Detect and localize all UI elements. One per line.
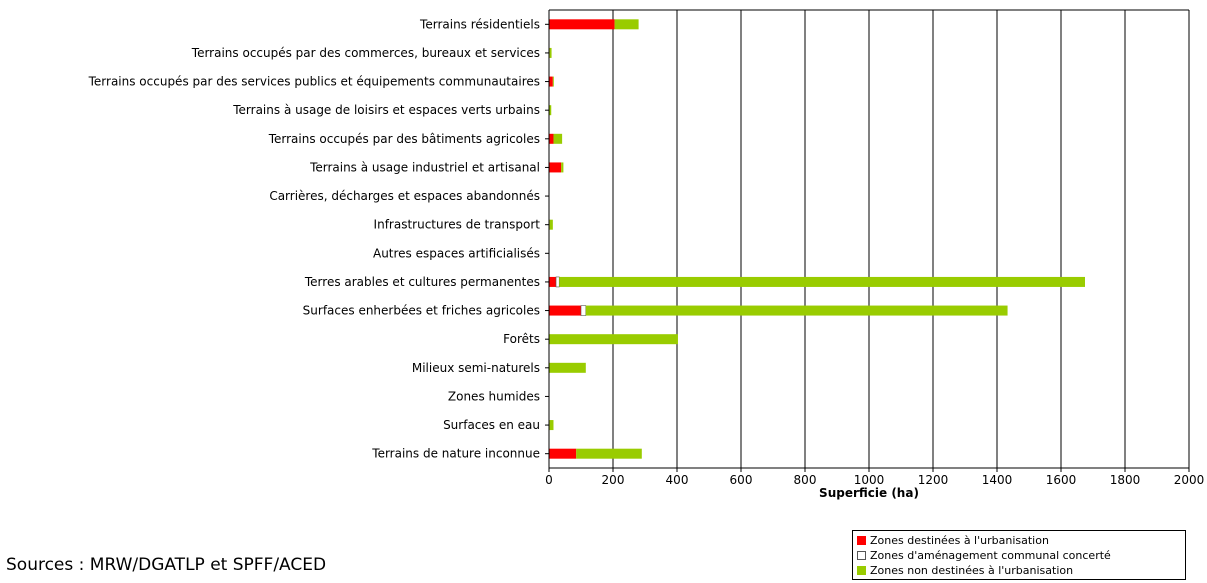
stacked-bar-chart: Terrains résidentiels Terrains occupés pa… — [88, 9, 1204, 500]
legend-swatch-non-urbanisation — [857, 566, 866, 575]
legend-swatch-urbanisation — [857, 536, 866, 545]
legend-label: Zones non destinées à l'urbanisation — [870, 564, 1074, 577]
legend-item: Zones non destinées à l'urbanisation — [857, 563, 1181, 578]
bar-segment — [576, 448, 642, 459]
category-label: Terrains résidentiels — [419, 17, 540, 31]
category-labels: Terrains résidentiels Terrains occupés pa… — [88, 17, 541, 460]
category-label: Surfaces en eau — [443, 418, 540, 432]
bar-segment — [549, 420, 554, 431]
bar-segment — [549, 105, 552, 116]
bar-segment — [549, 133, 554, 144]
bar-segment — [549, 334, 678, 345]
x-tick-label: 800 — [794, 473, 817, 487]
bar-segment — [549, 305, 581, 316]
bar-segment — [549, 448, 577, 459]
legend-item: Zones destinées à l'urbanisation — [857, 533, 1181, 548]
axes — [545, 10, 1190, 472]
category-label: Terrains à usage de loisirs et espaces v… — [232, 103, 540, 117]
x-tick-label: 1200 — [918, 473, 949, 487]
category-label: Carrières, décharges et espaces abandonn… — [269, 189, 540, 203]
bar-segment — [549, 47, 552, 58]
bar-segment — [549, 76, 553, 87]
bar-segment — [549, 219, 553, 230]
category-label: Terrains occupés par des bâtiments agric… — [268, 132, 540, 146]
x-tick-label: 1000 — [854, 473, 885, 487]
tick-labels: 0 200 400 600 800 1000 1200 1400 1600 1800 2000 — [545, 473, 1204, 487]
bar-segment — [549, 276, 557, 287]
gridlines — [549, 9, 1190, 468]
bar-segment — [561, 162, 564, 173]
category-label: Terrains occupés par des commerces, bure… — [191, 46, 540, 60]
category-label: Terrains occupés par des services public… — [88, 75, 540, 89]
category-label: Terrains à usage industriel et artisanal — [309, 160, 540, 174]
x-tick-label: 600 — [730, 473, 753, 487]
sources-note: Sources : MRW/DGATLP et SPFF/ACED — [6, 555, 327, 575]
bar-segment — [552, 76, 554, 87]
bar-segment — [555, 276, 560, 288]
category-label: Forêts — [503, 332, 540, 346]
bar-segment — [553, 133, 563, 144]
category-label: Infrastructures de transport — [374, 218, 541, 232]
bar-segment — [549, 19, 615, 30]
x-tick-label: 200 — [602, 473, 625, 487]
x-tick-label: 1600 — [1046, 473, 1077, 487]
x-tick-label: 0 — [545, 473, 553, 487]
bar-segment — [585, 305, 1008, 316]
category-label: Terres arables et cultures permanentes — [304, 275, 540, 289]
category-label: Terrains de nature inconnue — [371, 447, 540, 461]
bars — [549, 19, 1085, 459]
legend-label: Zones d'aménagement communal concerté — [870, 549, 1111, 562]
legend-swatch-amenagement — [857, 551, 866, 560]
legend-item: Zones d'aménagement communal concerté — [857, 548, 1181, 563]
bar-segment — [559, 276, 1085, 287]
x-axis-title: Superficie (ha) — [819, 486, 919, 500]
x-tick-label: 1400 — [982, 473, 1013, 487]
x-tick-label: 400 — [666, 473, 689, 487]
category-label: Surfaces enherbées et friches agricoles — [303, 304, 540, 318]
bar-segment — [580, 305, 587, 316]
x-tick-label: 2000 — [1174, 473, 1205, 487]
bar-segment — [549, 162, 562, 173]
bar-segment — [614, 19, 639, 30]
x-tick-label: 1800 — [1110, 473, 1141, 487]
legend-label: Zones destinées à l'urbanisation — [870, 534, 1049, 547]
legend: Zones destinées à l'urbanisation Zones d… — [852, 530, 1186, 580]
category-label: Autres espaces artificialisés — [373, 246, 540, 260]
bar-segment — [549, 362, 586, 373]
category-label: Zones humides — [448, 389, 540, 403]
category-label: Milieux semi-naturels — [412, 361, 540, 375]
